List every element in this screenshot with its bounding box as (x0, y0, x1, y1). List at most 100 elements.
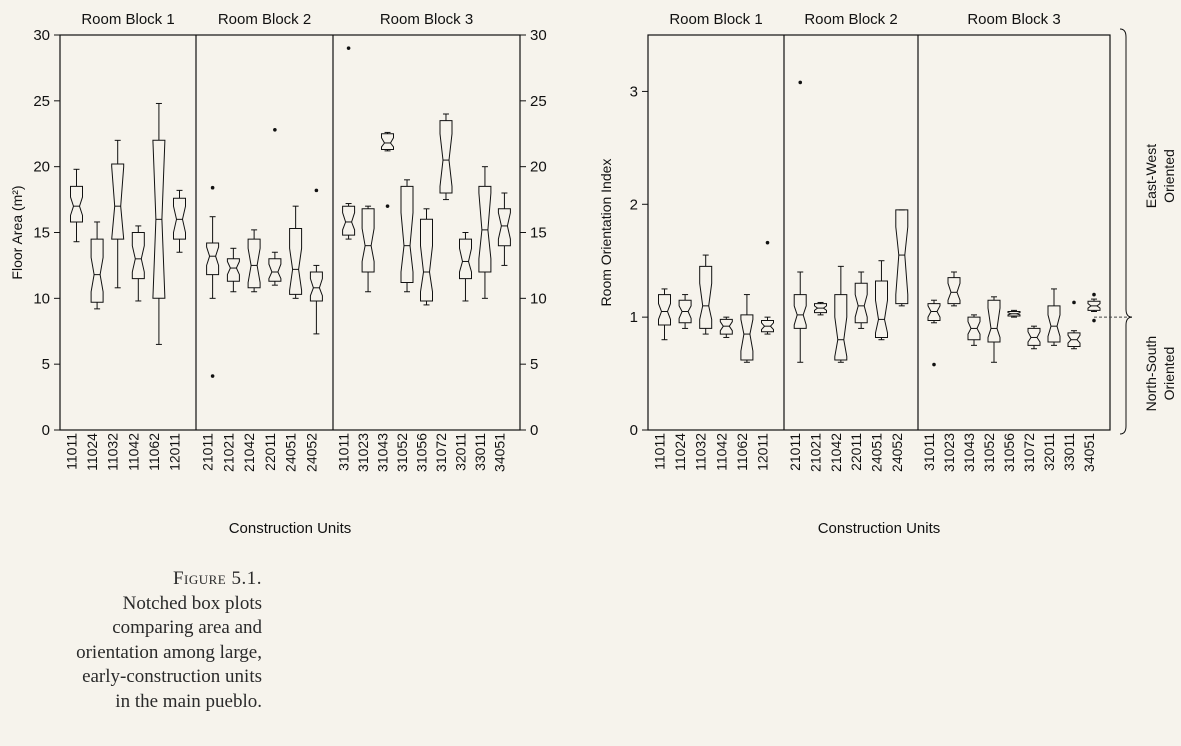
category-tick-label: 21021 (220, 433, 236, 472)
notched-box (895, 209, 909, 305)
notched-box (111, 163, 125, 240)
notched-box (1047, 305, 1061, 343)
box-11042 (719, 316, 733, 338)
notched-box (1007, 311, 1021, 317)
category-tick-label: 11042 (125, 433, 141, 471)
category-tick-label: 11042 (713, 433, 729, 471)
category-tick-label: 31072 (433, 433, 449, 472)
outlier-point (210, 374, 215, 378)
y-tick-label: 2 (630, 196, 638, 213)
caption-line: early-construction units (82, 666, 262, 687)
category-tick-label: 31072 (1021, 433, 1037, 472)
category-tick-label: 11011 (651, 433, 667, 470)
category-tick-label: 24052 (889, 433, 905, 472)
notched-box (854, 282, 868, 324)
box-34051 (497, 192, 511, 266)
category-tick-label: 21011 (787, 433, 803, 471)
category-tick-label: 33011 (472, 433, 488, 471)
box-24051 (875, 260, 888, 341)
caption-line: comparing area and (112, 617, 262, 638)
category-tick-label: 31043 (375, 433, 391, 472)
notched-box (967, 316, 981, 341)
category-tick-label: 31043 (961, 433, 977, 472)
box-34051 (1087, 292, 1101, 323)
notched-box (1027, 327, 1041, 346)
notched-box (439, 120, 453, 194)
box-24052 (309, 188, 323, 335)
notched-box (459, 238, 472, 280)
box-31023 (947, 271, 961, 307)
notched-box (761, 320, 774, 333)
room-block-label: Room Block 3 (967, 11, 1060, 28)
notched-box (289, 228, 303, 295)
category-tick-label: 31056 (414, 433, 430, 472)
notched-box (226, 258, 240, 282)
notched-box (875, 280, 888, 338)
box-31072 (439, 113, 453, 201)
outlier-point (765, 240, 770, 245)
category-tick-label: 31011 (336, 433, 352, 471)
notched-box (173, 197, 186, 240)
y-axis-label: Room Orientation Index (598, 159, 614, 307)
box-22011 (854, 271, 868, 329)
box-31023 (361, 205, 375, 293)
outlier-point (273, 128, 277, 132)
box-21011 (793, 80, 807, 363)
box-11032 (699, 254, 713, 335)
notched-box (658, 294, 671, 326)
box-21011 (206, 185, 220, 378)
box-11032 (111, 139, 125, 289)
category-tick-label: 34051 (1081, 433, 1097, 472)
y-tick-label: 5 (42, 356, 50, 373)
box-11011 (70, 168, 83, 243)
notched-box (834, 294, 848, 361)
notched-box (678, 299, 692, 324)
box-31072 (1027, 325, 1041, 350)
box-21021 (226, 247, 240, 293)
category-tick-label: 22011 (848, 433, 864, 471)
notched-box (70, 185, 83, 223)
notched-box (947, 277, 961, 305)
orientation-annotation: North-South (1143, 336, 1159, 411)
box-31052 (987, 296, 1001, 363)
box-11011 (658, 288, 671, 341)
room-block-label: Room Block 2 (804, 11, 897, 28)
category-tick-label: 11032 (693, 433, 709, 471)
notched-box (206, 242, 220, 276)
box-11042 (131, 225, 145, 302)
box-31052 (400, 179, 414, 293)
box-31011 (342, 46, 356, 240)
category-tick-label: 24052 (303, 433, 319, 472)
notched-box (268, 258, 282, 282)
box-21042 (247, 229, 261, 293)
box-31056 (420, 208, 433, 306)
y-tick-label: 10 (33, 290, 50, 307)
x-axis-label: Construction Units (818, 520, 941, 537)
box-11062 (740, 294, 754, 363)
category-tick-label: 31056 (1001, 433, 1017, 472)
box-33011 (478, 166, 492, 299)
notched-box (497, 208, 511, 247)
box-24051 (289, 205, 303, 299)
room-block-label: Room Block 1 (81, 11, 174, 28)
notched-box (814, 303, 827, 314)
category-tick-label: 11062 (146, 433, 162, 471)
notched-box (152, 139, 166, 299)
category-tick-label: 21042 (828, 433, 844, 472)
box-24052 (895, 209, 909, 307)
category-tick-label: 12011 (167, 433, 183, 471)
right-y-tick-label: 25 (530, 93, 547, 110)
right-y-tick-label: 15 (530, 225, 547, 242)
notched-box (987, 299, 1001, 343)
box-31056 (1007, 309, 1021, 318)
orientation-annotation: Oriented (1161, 149, 1177, 203)
box-31011 (927, 299, 941, 367)
notched-box (247, 238, 261, 289)
notched-box (131, 232, 145, 280)
outlier-point (1092, 292, 1096, 297)
notched-box (699, 265, 713, 329)
right-y-tick-label: 0 (530, 422, 538, 439)
outlier-point (210, 185, 215, 190)
notched-box (1067, 332, 1081, 347)
